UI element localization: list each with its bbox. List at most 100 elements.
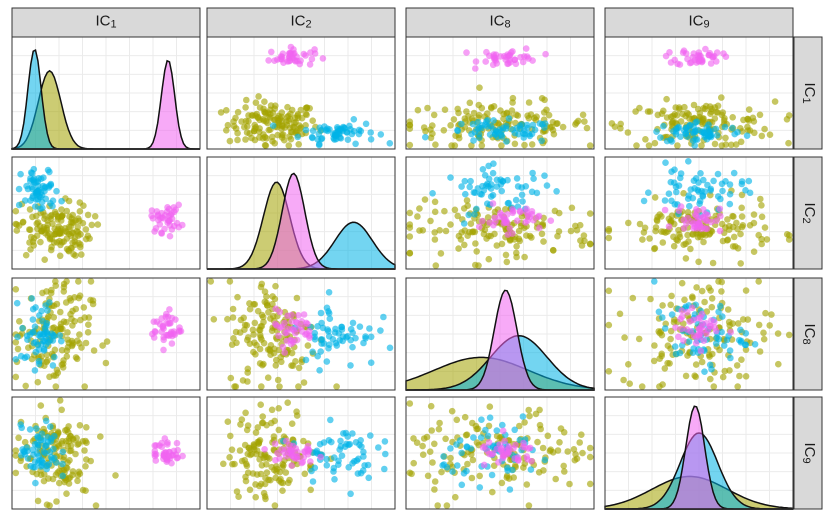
point-group-c [300,50,308,58]
point-group-b [447,454,454,462]
point-group-a [360,448,367,456]
point-group-b [406,249,414,257]
point-group-b [261,288,269,296]
point-group-c [179,221,186,229]
point-group-b [59,364,67,371]
point-group-a [490,160,497,167]
point-group-a [324,125,331,132]
point-group-b [576,439,583,446]
column-strip-ic2: IC2 [206,7,396,38]
point-group-b [698,142,705,149]
point-group-b [736,372,743,380]
point-group-a [677,174,684,182]
point-group-b [244,334,252,341]
point-group-c [490,221,497,229]
point-group-a [700,176,707,184]
point-group-b [673,112,681,119]
point-group-a [484,432,492,440]
point-group-a [705,133,713,140]
point-group-b [442,435,449,443]
point-group-c [156,442,163,449]
point-group-c [160,346,167,354]
point-group-a [674,124,682,132]
point-group-b [303,104,311,112]
panel-ic1-ic8 [405,36,595,150]
point-group-b [27,246,34,253]
point-group-b [660,228,667,236]
point-group-b [262,453,269,461]
point-group-a [345,464,353,471]
row-strip-ic8: IC8 [793,277,823,391]
point-group-b [733,219,740,227]
panel-border [405,277,595,391]
point-group-b [90,347,98,354]
point-group-a [462,190,469,198]
point-group-b [252,351,259,358]
row-strip-ic9: IC9 [793,396,823,510]
point-group-b [785,139,792,147]
point-group-b [652,227,659,235]
point-group-a [478,416,485,424]
point-group-a [41,337,48,345]
point-group-a [498,133,506,140]
point-group-b [246,486,254,494]
point-group-a [47,438,55,445]
point-group-b [502,206,509,213]
point-group-b [744,123,751,131]
point-group-a [355,455,362,463]
point-group-c [698,225,705,233]
point-group-a [360,339,367,347]
point-group-b [243,96,250,104]
point-group-b [715,278,722,285]
point-group-c [674,60,681,68]
point-group-b [223,107,230,114]
point-group-b [239,377,247,384]
point-group-a [33,425,40,432]
point-group-b [441,207,448,215]
point-group-b [17,457,25,465]
point-group-b [56,252,64,260]
point-group-b [64,429,72,436]
point-group-a [42,417,50,425]
point-group-c [683,308,691,316]
point-group-b [729,320,736,327]
point-group-b [52,383,60,390]
point-group-a [490,117,497,124]
point-group-c [665,223,673,230]
point-group-b [564,448,571,455]
point-group-a [671,201,679,208]
point-group-a [541,172,548,179]
point-group-b [455,245,462,252]
point-group-b [47,289,55,297]
point-group-a [751,341,759,348]
point-group-b [250,301,257,308]
point-group-a [439,462,446,469]
point-group-b [424,472,432,480]
point-group-b [468,142,475,149]
point-group-a [482,426,489,434]
point-group-c [482,58,490,65]
point-group-b [50,372,58,379]
point-group-a [493,427,501,434]
point-group-c [271,440,279,448]
point-group-a [346,122,353,130]
point-group-b [50,314,58,321]
point-group-a [21,197,29,204]
point-group-b [79,486,87,494]
point-group-a [529,169,536,177]
point-group-b [758,202,765,209]
point-group-b [74,472,82,479]
point-group-b [484,214,492,221]
point-group-b [718,94,725,101]
panel-ic9-ic2 [206,396,396,510]
point-group-c [696,331,703,339]
point-group-a [668,311,676,318]
point-group-a [382,450,389,458]
point-group-a [31,458,39,465]
point-group-b [300,437,307,445]
point-group-b [12,339,20,346]
strip-background [793,36,823,150]
point-group-b [82,437,89,445]
point-group-b [461,241,468,249]
point-group-a [58,337,65,345]
